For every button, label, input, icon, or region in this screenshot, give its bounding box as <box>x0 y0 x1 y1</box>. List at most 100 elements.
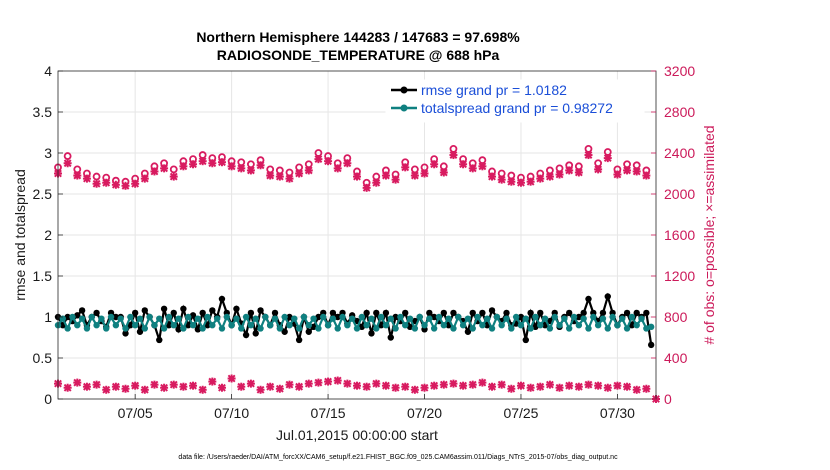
data-point-possible <box>63 152 72 160</box>
data-point <box>484 315 491 322</box>
data-point <box>233 305 240 312</box>
data-point <box>604 293 611 300</box>
data-point <box>348 315 356 322</box>
data-point-assimilated <box>459 381 468 390</box>
data-point <box>440 309 448 317</box>
data-point <box>180 325 187 332</box>
data-point-assimilated <box>594 381 603 390</box>
y-axis-left: 0 0.5 1 1.5 2 2.5 3 3.5 4 <box>33 63 63 407</box>
data-point <box>537 322 544 329</box>
data-point-assimilated <box>565 166 574 175</box>
data-point <box>353 325 361 332</box>
data-point-assimilated <box>82 382 91 391</box>
data-point-assimilated <box>121 181 130 190</box>
data-point <box>614 322 621 329</box>
data-point-assimilated <box>574 382 583 391</box>
data-point-assimilated <box>140 174 149 183</box>
data-point <box>93 309 100 317</box>
data-point <box>194 326 202 333</box>
data-point <box>247 322 255 329</box>
data-point-assimilated <box>516 178 525 187</box>
data-point-assimilated <box>478 378 487 387</box>
data-point-assimilated <box>555 383 564 392</box>
data-point <box>242 313 250 321</box>
data-point <box>474 313 481 321</box>
data-point <box>580 309 587 317</box>
data-point-assimilated <box>246 166 255 175</box>
data-point-assimilated <box>439 168 448 177</box>
y-right-tick-label: 2800 <box>664 104 695 120</box>
data-point <box>74 322 81 329</box>
data-point <box>469 325 476 332</box>
data-point <box>430 325 438 332</box>
y-right-tick-label: 1200 <box>664 268 695 284</box>
data-point <box>426 315 433 322</box>
data-point-assimilated <box>73 171 82 180</box>
data-point <box>551 313 558 321</box>
data-point-assimilated <box>353 381 361 390</box>
data-point <box>377 313 385 321</box>
data-point <box>628 313 636 321</box>
data-point <box>368 315 375 322</box>
data-point-assimilated <box>179 382 188 391</box>
data-point <box>228 322 235 329</box>
data-point <box>392 313 399 321</box>
data-point <box>175 326 182 333</box>
data-point <box>479 309 486 317</box>
data-point <box>455 313 462 321</box>
data-point <box>276 325 284 332</box>
y-right-tick-label: 1600 <box>664 227 695 243</box>
data-point <box>209 322 216 329</box>
data-point-assimilated <box>295 169 304 178</box>
data-point-assimilated <box>246 379 255 388</box>
series-obs-assimilated <box>54 151 651 192</box>
series-layer <box>54 144 660 403</box>
y-right-tick-label: 0 <box>664 391 672 407</box>
data-point <box>527 325 534 332</box>
data-point <box>512 313 520 321</box>
data-point <box>194 315 202 322</box>
data-point <box>565 309 573 317</box>
x-axis: 07/05 07/10 07/15 07/20 07/25 07/30 <box>118 394 635 421</box>
data-point <box>103 325 110 332</box>
data-point <box>112 313 120 321</box>
data-point <box>305 328 312 335</box>
data-point-assimilated <box>516 381 525 390</box>
data-point <box>647 341 655 349</box>
data-point-assimilated <box>304 379 313 388</box>
data-point-assimilated <box>227 374 236 383</box>
y-right-tick-label: 2000 <box>664 186 695 202</box>
data-point-assimilated <box>574 168 583 177</box>
data-point-assimilated <box>497 175 506 184</box>
y-left-tick-label: 1.5 <box>33 268 53 284</box>
data-point-assimilated <box>584 380 593 389</box>
legend-box <box>385 79 645 123</box>
data-point-assimilated <box>304 166 313 175</box>
data-point-assimilated <box>150 380 159 389</box>
data-point <box>585 325 592 332</box>
data-point <box>83 325 91 332</box>
data-point-assimilated <box>198 385 207 394</box>
data-point <box>74 312 81 319</box>
data-point <box>223 313 230 321</box>
data-point <box>344 322 351 329</box>
data-point <box>78 315 86 322</box>
data-point <box>291 315 298 322</box>
data-point <box>175 315 182 322</box>
data-point <box>266 322 274 329</box>
data-point <box>532 323 539 331</box>
data-point <box>488 307 496 314</box>
data-point <box>64 313 71 321</box>
data-point-assimilated <box>275 172 284 181</box>
legend-spread-marker <box>400 104 408 112</box>
data-point <box>151 322 158 329</box>
data-point <box>406 315 414 322</box>
data-point <box>392 325 399 332</box>
series-obs-low <box>54 374 660 403</box>
y-left-tick-label: 3.5 <box>33 104 53 120</box>
data-point <box>599 315 607 322</box>
data-point-assimilated <box>381 171 390 180</box>
x-tick-label: 07/30 <box>600 405 635 421</box>
data-point-assimilated <box>102 385 111 394</box>
data-point-assimilated <box>623 166 632 175</box>
